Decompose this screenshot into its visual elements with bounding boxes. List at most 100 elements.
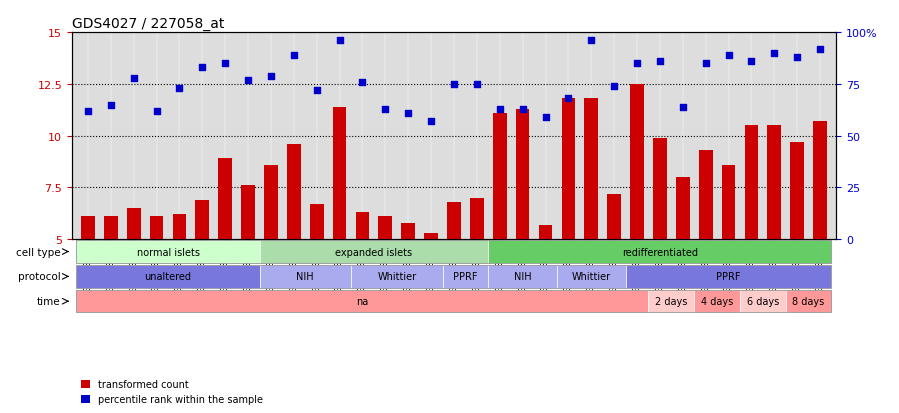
FancyBboxPatch shape — [786, 290, 832, 313]
Point — [401, 110, 415, 117]
Point — [195, 65, 209, 71]
Point — [653, 59, 667, 65]
FancyBboxPatch shape — [76, 290, 648, 313]
Bar — [287, 145, 300, 240]
FancyBboxPatch shape — [694, 290, 740, 313]
Text: 2 days: 2 days — [655, 297, 688, 306]
Point — [378, 106, 393, 113]
FancyBboxPatch shape — [260, 266, 351, 288]
Bar — [264, 165, 278, 240]
Point — [744, 59, 759, 65]
Point — [721, 52, 735, 59]
Point — [447, 81, 461, 88]
Text: Whittier: Whittier — [378, 272, 416, 282]
Text: unaltered: unaltered — [145, 272, 191, 282]
Text: expanded islets: expanded islets — [335, 247, 413, 257]
Point — [493, 106, 507, 113]
Bar — [424, 233, 438, 240]
FancyBboxPatch shape — [260, 241, 488, 263]
Text: PPRF: PPRF — [717, 272, 741, 282]
Bar — [676, 178, 690, 240]
FancyBboxPatch shape — [488, 266, 557, 288]
FancyBboxPatch shape — [740, 290, 786, 313]
Point — [241, 77, 255, 84]
FancyBboxPatch shape — [648, 290, 694, 313]
Point — [584, 38, 599, 45]
Text: GDS4027 / 227058_at: GDS4027 / 227058_at — [72, 17, 224, 31]
Bar — [539, 225, 552, 240]
Bar — [150, 217, 164, 240]
Bar — [722, 165, 735, 240]
Text: time: time — [37, 297, 60, 306]
Point — [309, 88, 324, 94]
Text: NIH: NIH — [297, 272, 314, 282]
Point — [287, 52, 301, 59]
Point — [424, 119, 439, 125]
Legend: transformed count, percentile rank within the sample: transformed count, percentile rank withi… — [76, 375, 267, 408]
Point — [173, 85, 187, 92]
Text: 4 days: 4 days — [701, 297, 734, 306]
Bar — [493, 114, 507, 240]
Bar — [195, 200, 209, 240]
Point — [127, 75, 141, 82]
Bar — [81, 217, 94, 240]
Bar — [516, 109, 530, 240]
Text: protocol: protocol — [18, 272, 60, 282]
Bar — [584, 99, 598, 240]
Bar — [790, 142, 804, 240]
Bar — [653, 138, 667, 240]
Point — [699, 61, 713, 67]
Point — [515, 106, 530, 113]
Text: redifferentiated: redifferentiated — [622, 247, 698, 257]
Bar — [378, 217, 392, 240]
Point — [81, 108, 95, 115]
Point — [607, 83, 621, 90]
Text: na: na — [356, 297, 369, 306]
Bar — [814, 122, 827, 240]
Point — [469, 81, 484, 88]
FancyBboxPatch shape — [76, 266, 260, 288]
Text: 6 days: 6 days — [747, 297, 779, 306]
Bar — [127, 209, 140, 240]
Bar — [401, 223, 415, 240]
Bar — [562, 99, 575, 240]
Bar — [104, 217, 118, 240]
Point — [333, 38, 347, 45]
Text: NIH: NIH — [514, 272, 531, 282]
Bar — [608, 194, 621, 240]
Bar — [470, 198, 484, 240]
Bar — [173, 215, 186, 240]
Text: normal islets: normal islets — [137, 247, 200, 257]
FancyBboxPatch shape — [488, 241, 832, 263]
FancyBboxPatch shape — [557, 266, 626, 288]
Point — [790, 55, 805, 61]
Point — [630, 61, 645, 67]
Bar — [630, 85, 644, 240]
Point — [149, 108, 164, 115]
Point — [218, 61, 233, 67]
Text: Whittier: Whittier — [572, 272, 610, 282]
Bar — [241, 186, 255, 240]
Text: 8 days: 8 days — [793, 297, 824, 306]
FancyBboxPatch shape — [76, 241, 260, 263]
Bar — [447, 202, 461, 240]
FancyBboxPatch shape — [626, 266, 832, 288]
Point — [355, 79, 369, 86]
Bar — [699, 151, 713, 240]
Point — [561, 96, 575, 102]
Bar — [356, 213, 369, 240]
Bar — [218, 159, 232, 240]
Bar — [768, 126, 781, 240]
FancyBboxPatch shape — [351, 266, 442, 288]
Text: cell type: cell type — [16, 247, 60, 257]
Bar — [310, 204, 324, 240]
FancyBboxPatch shape — [442, 266, 488, 288]
Point — [103, 102, 118, 109]
Bar — [744, 126, 758, 240]
Text: PPRF: PPRF — [453, 272, 477, 282]
Bar — [333, 107, 346, 240]
Point — [813, 46, 827, 53]
Point — [767, 50, 781, 57]
Point — [539, 114, 553, 121]
Point — [675, 104, 690, 111]
